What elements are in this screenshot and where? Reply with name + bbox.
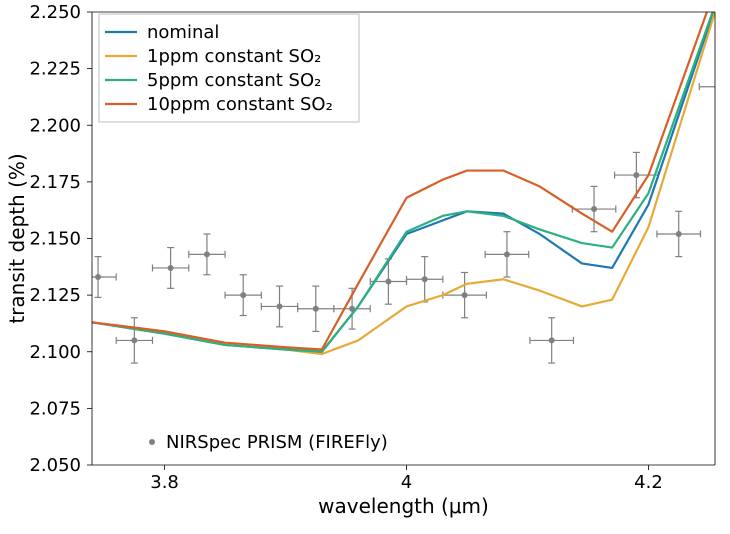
- y-tick-label: 2.225: [29, 59, 81, 80]
- legend-scatter: NIRSpec PRISM (FIREFly): [149, 432, 388, 453]
- legend-label: 5ppm constant SO₂: [147, 70, 321, 91]
- legend-label: nominal: [147, 22, 219, 43]
- chart-figure: 3.8 4 4.2 2.050 2.075 2.100 2.125 2.150 2.175 2.2…: [0, 0, 730, 534]
- y-tick-label: 2.200: [29, 115, 81, 136]
- plot-svg: 3.8 4 4.2 2.050 2.075 2.100 2.125 2.150 2.175 2.2…: [0, 0, 730, 534]
- legend-lines: nominal 1ppm constant SO₂ 5ppm constant SO…: [99, 14, 359, 122]
- y-axis-label: transit depth (%): [5, 153, 29, 323]
- x-tick-label: 3.8: [150, 472, 179, 493]
- x-tick-label: 4: [401, 472, 412, 493]
- y-tick-label: 2.250: [29, 2, 81, 23]
- y-tick-label: 2.075: [29, 398, 81, 419]
- legend-scatter-label: NIRSpec PRISM (FIREFly): [166, 432, 388, 453]
- y-tick-label: 2.150: [29, 229, 81, 250]
- y-tick-label: 2.050: [29, 455, 81, 476]
- x-tick-label: 4.2: [634, 472, 663, 493]
- y-tick-label: 2.175: [29, 172, 81, 193]
- legend-label: 1ppm constant SO₂: [147, 46, 321, 67]
- y-tick-label: 2.100: [29, 342, 81, 363]
- x-axis-label: wavelength (μm): [318, 494, 489, 518]
- legend-label: 10ppm constant SO₂: [147, 94, 333, 115]
- y-tick-label: 2.125: [29, 285, 81, 306]
